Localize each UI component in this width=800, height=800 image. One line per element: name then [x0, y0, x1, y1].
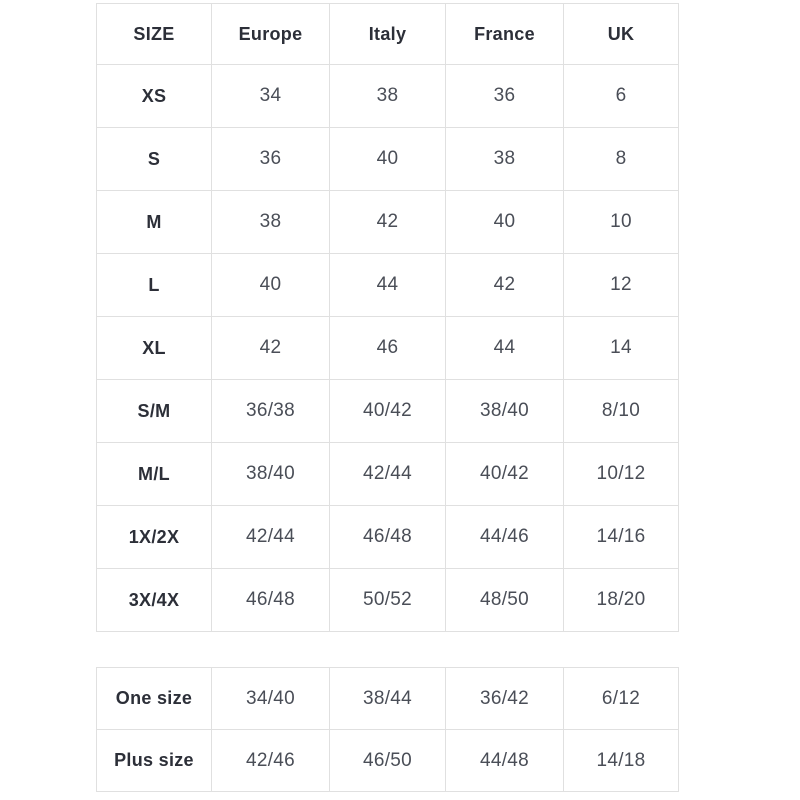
size-value-cell: 50/52 — [329, 568, 446, 632]
size-value-cell: 42/46 — [211, 729, 330, 792]
size-conversion-table: SIZE Europe Italy France UK XS 34 38 36 … — [96, 3, 679, 632]
table-row-1x2x: 1X/2X 42/44 46/48 44/46 14/16 — [96, 505, 679, 569]
size-value-cell: 18/20 — [563, 568, 679, 632]
size-label-cell: 1X/2X — [96, 505, 212, 569]
size-chart: SIZE Europe Italy France UK XS 34 38 36 … — [96, 3, 679, 792]
size-value-cell: 36/42 — [445, 667, 564, 730]
special-sizes-table: One size 34/40 38/44 36/42 6/12 Plus siz… — [96, 667, 679, 792]
size-value-cell: 12 — [563, 253, 679, 317]
column-header-uk: UK — [563, 3, 679, 65]
column-header-italy: Italy — [329, 3, 446, 65]
size-value-cell: 40/42 — [329, 379, 446, 443]
table-row-ml: M/L 38/40 42/44 40/42 10/12 — [96, 442, 679, 506]
size-value-cell: 40 — [329, 127, 446, 191]
size-label-cell: 3X/4X — [96, 568, 212, 632]
size-value-cell: 48/50 — [445, 568, 564, 632]
size-value-cell: 38/40 — [211, 442, 330, 506]
size-value-cell: 40 — [211, 253, 330, 317]
table-row-3x4x: 3X/4X 46/48 50/52 48/50 18/20 — [96, 568, 679, 632]
table-row-l: L 40 44 42 12 — [96, 253, 679, 317]
column-header-europe: Europe — [211, 3, 330, 65]
size-value-cell: 36 — [445, 64, 564, 128]
size-label-cell: XS — [96, 64, 212, 128]
table-row-one-size: One size 34/40 38/44 36/42 6/12 — [96, 667, 679, 730]
table-row-plus-size: Plus size 42/46 46/50 44/48 14/18 — [96, 729, 679, 792]
size-label-cell: M/L — [96, 442, 212, 506]
size-value-cell: 8 — [563, 127, 679, 191]
size-value-cell: 46/50 — [329, 729, 446, 792]
table-header-row: SIZE Europe Italy France UK — [96, 3, 679, 65]
size-value-cell: 42 — [445, 253, 564, 317]
table-row-xl: XL 42 46 44 14 — [96, 316, 679, 380]
size-value-cell: 14/18 — [563, 729, 679, 792]
table-row-sm: S/M 36/38 40/42 38/40 8/10 — [96, 379, 679, 443]
size-value-cell: 14 — [563, 316, 679, 380]
size-value-cell: 46/48 — [329, 505, 446, 569]
size-value-cell: 10/12 — [563, 442, 679, 506]
size-value-cell: 44 — [445, 316, 564, 380]
size-label-cell: Plus size — [96, 729, 212, 792]
size-value-cell: 38 — [329, 64, 446, 128]
column-header-size: SIZE — [96, 3, 212, 65]
size-value-cell: 44 — [329, 253, 446, 317]
size-label-cell: One size — [96, 667, 212, 730]
size-value-cell: 42 — [211, 316, 330, 380]
size-value-cell: 44/48 — [445, 729, 564, 792]
size-value-cell: 36 — [211, 127, 330, 191]
size-label-cell: XL — [96, 316, 212, 380]
size-value-cell: 42/44 — [329, 442, 446, 506]
table-row-m: M 38 42 40 10 — [96, 190, 679, 254]
size-value-cell: 14/16 — [563, 505, 679, 569]
table-row-xs: XS 34 38 36 6 — [96, 64, 679, 128]
size-label-cell: L — [96, 253, 212, 317]
size-value-cell: 40/42 — [445, 442, 564, 506]
size-value-cell: 34 — [211, 64, 330, 128]
size-value-cell: 38/44 — [329, 667, 446, 730]
size-value-cell: 42/44 — [211, 505, 330, 569]
size-value-cell: 36/38 — [211, 379, 330, 443]
size-value-cell: 38/40 — [445, 379, 564, 443]
size-value-cell: 38 — [445, 127, 564, 191]
size-value-cell: 10 — [563, 190, 679, 254]
size-value-cell: 34/40 — [211, 667, 330, 730]
table-row-s: S 36 40 38 8 — [96, 127, 679, 191]
size-value-cell: 38 — [211, 190, 330, 254]
size-value-cell: 8/10 — [563, 379, 679, 443]
size-value-cell: 6 — [563, 64, 679, 128]
size-value-cell: 42 — [329, 190, 446, 254]
size-value-cell: 46 — [329, 316, 446, 380]
size-label-cell: M — [96, 190, 212, 254]
size-value-cell: 46/48 — [211, 568, 330, 632]
size-value-cell: 40 — [445, 190, 564, 254]
column-header-france: France — [445, 3, 564, 65]
size-value-cell: 6/12 — [563, 667, 679, 730]
size-label-cell: S/M — [96, 379, 212, 443]
size-value-cell: 44/46 — [445, 505, 564, 569]
size-label-cell: S — [96, 127, 212, 191]
